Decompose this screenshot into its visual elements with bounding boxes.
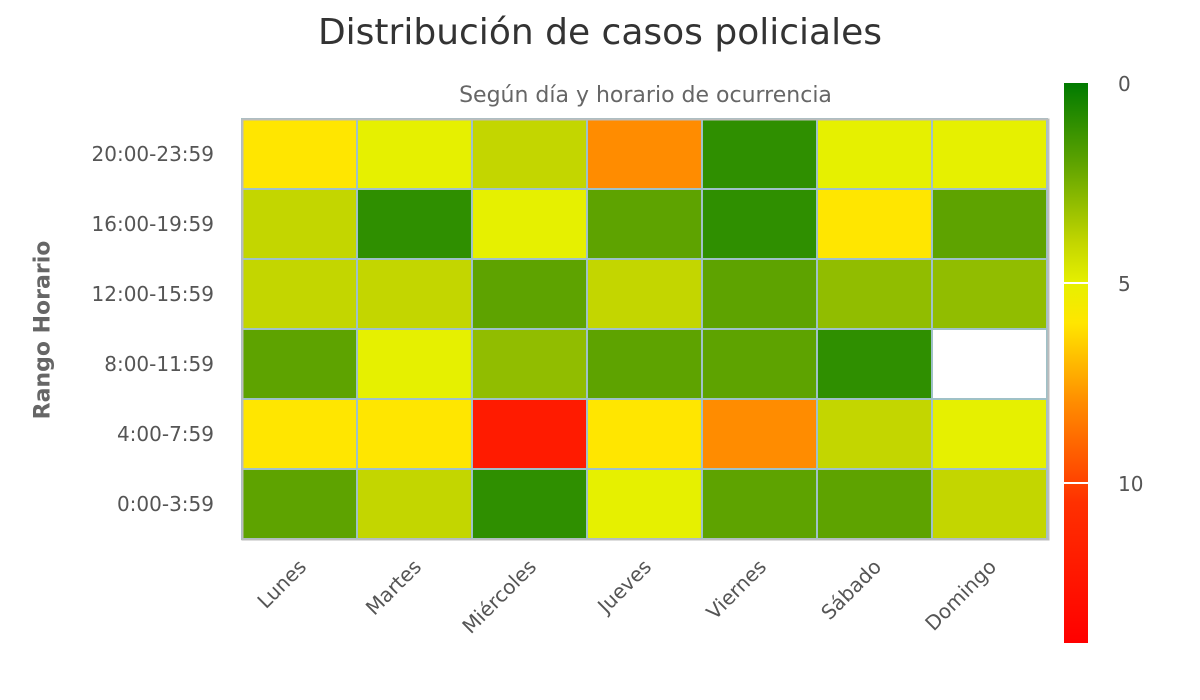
heatmap-cell [356, 468, 473, 540]
heatmap-cell [471, 118, 588, 190]
heatmap-cell [471, 328, 588, 400]
x-tick-labels: Lunes Martes Miércoles Jueves Viernes Sábado D… [252, 555, 1001, 639]
heatmap-cell [701, 328, 818, 400]
heatmap-cell [241, 398, 358, 470]
heatmap-cell [471, 188, 588, 260]
heatmap-cell [356, 258, 473, 330]
heatmap-cell [241, 188, 358, 260]
x-tick-label: Sábado [816, 555, 886, 625]
heatmap-cell [586, 398, 703, 470]
heatmap-cell [356, 398, 473, 470]
heatmap-cell [586, 468, 703, 540]
colorbar-tick-label: 0 [1118, 72, 1131, 96]
y-tick-labels: 20:00-23:59 16:00-19:59 12:00-15:59 8:00-11… [92, 142, 215, 516]
heatmap-cell [586, 118, 703, 190]
heatmap-cell [701, 188, 818, 260]
heatmap-cell [816, 188, 933, 260]
heatmap-cell [586, 328, 703, 400]
heatmap-cell [241, 468, 358, 540]
x-tick-label: Jueves [591, 555, 656, 620]
heatmap-cell [931, 328, 1048, 400]
heatmap-cell [586, 188, 703, 260]
colorbar-tick-label: 5 [1118, 272, 1131, 296]
heatmap-cell [816, 398, 933, 470]
heatmap-cell [701, 258, 818, 330]
heatmap-cell [701, 118, 818, 190]
chart-subtitle: Según día y horario de ocurrencia [459, 83, 832, 108]
chart-title: Distribución de casos policiales [317, 12, 883, 53]
heatmap-cell [816, 118, 933, 190]
x-tick-label: Domingo [920, 555, 1001, 636]
x-tick-label: Viernes [701, 555, 771, 625]
x-tick-label: Lunes [252, 555, 311, 614]
heatmap-cell [816, 468, 933, 540]
heatmap-cell [241, 118, 358, 190]
heatmap-cell [931, 258, 1048, 330]
x-tick-label: Miércoles [457, 555, 541, 639]
heatmap-cell [356, 328, 473, 400]
x-tick-label: Martes [361, 555, 426, 620]
y-tick-label: 16:00-19:59 [92, 212, 215, 236]
heatmap-cell [931, 188, 1048, 260]
heatmap-cell [356, 118, 473, 190]
heatmap-cell [471, 468, 588, 540]
y-tick-label: 8:00-11:59 [104, 352, 214, 376]
colorbar-ticks: 0 5 10 [1064, 72, 1143, 496]
heatmap-cells [241, 118, 1048, 540]
heatmap-cell [471, 258, 588, 330]
heatmap-cell [241, 258, 358, 330]
y-tick-label: 4:00-7:59 [117, 422, 214, 446]
heatmap-cell [816, 258, 933, 330]
heatmap-cell [586, 258, 703, 330]
heatmap-cell [241, 328, 358, 400]
plot-border [241, 118, 1050, 541]
colorbar-tick-label: 10 [1118, 472, 1143, 496]
colorbar [1064, 83, 1088, 643]
y-tick-label: 12:00-15:59 [92, 282, 215, 306]
heatmap-cell [356, 188, 473, 260]
heatmap-cell [931, 118, 1048, 190]
heatmap-cell [471, 398, 588, 470]
y-tick-label: 20:00-23:59 [92, 142, 215, 166]
heatmap-cell [931, 398, 1048, 470]
heatmap-cell [816, 328, 933, 400]
y-tick-label: 0:00-3:59 [117, 492, 214, 516]
heatmap-cell [701, 398, 818, 470]
heatmap-cell [701, 468, 818, 540]
heatmap-cell [931, 468, 1048, 540]
